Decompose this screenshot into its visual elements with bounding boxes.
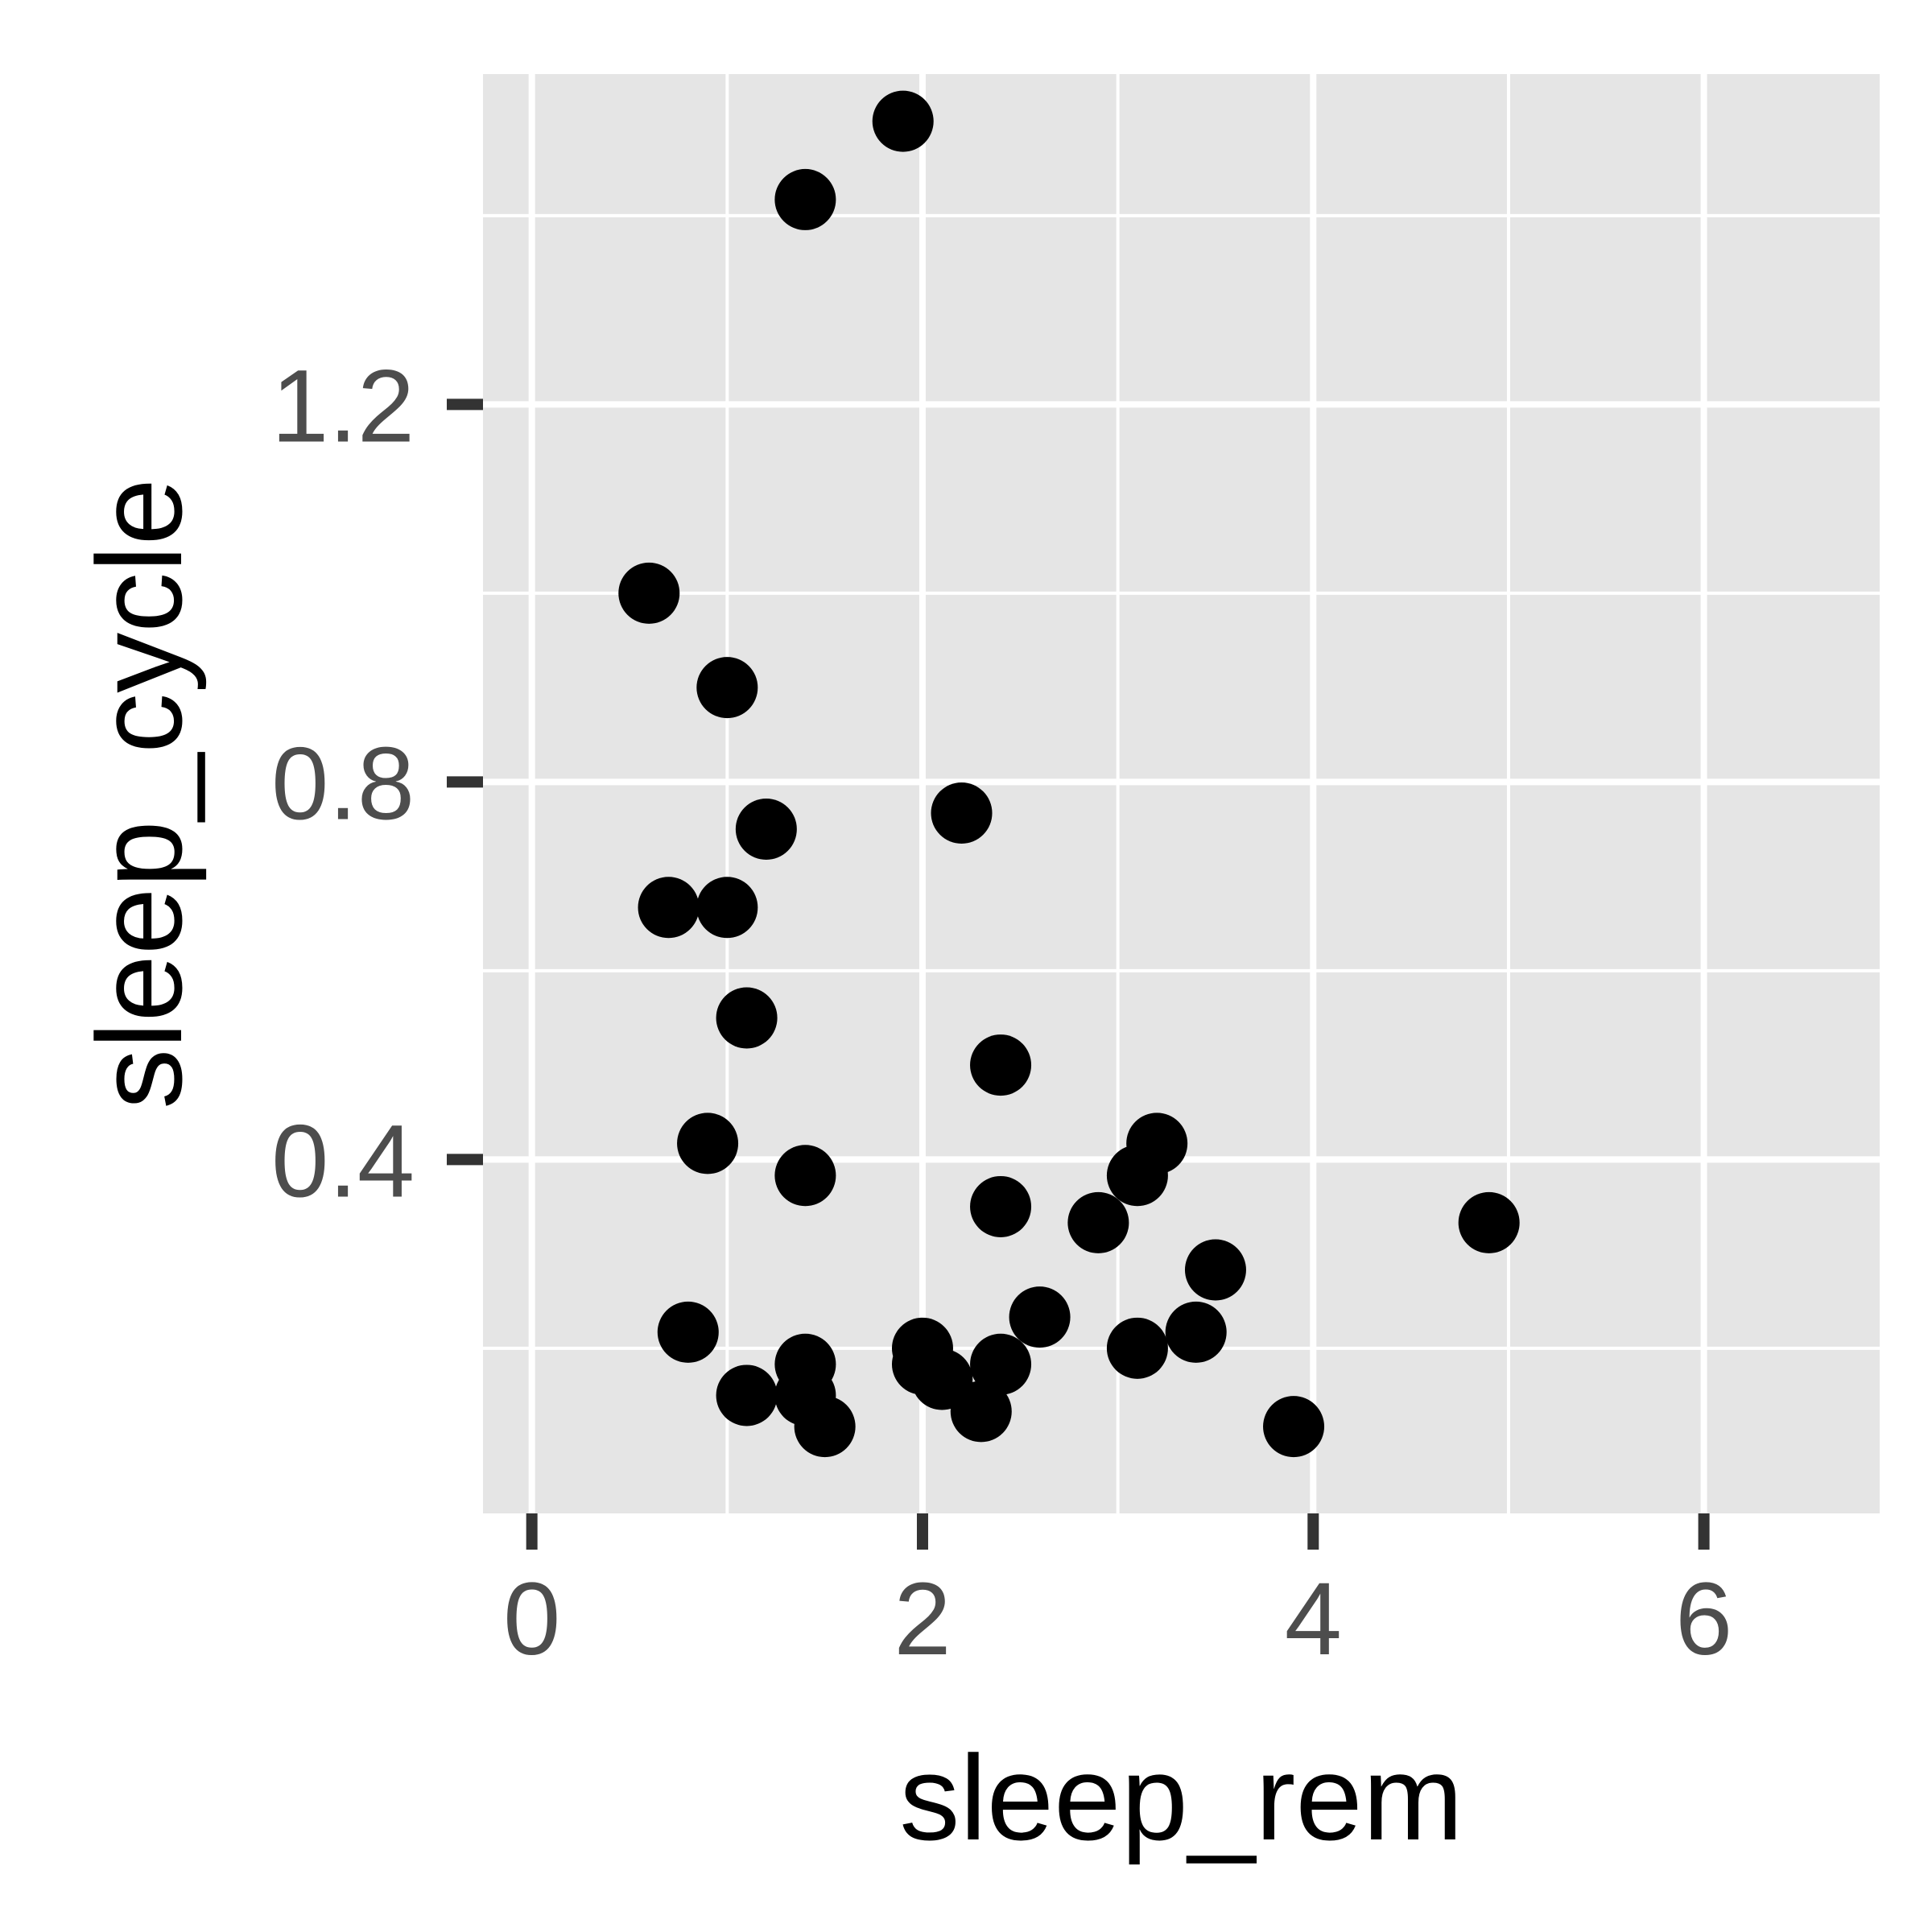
data-point [716,1364,778,1426]
data-point [716,987,778,1049]
data-point [677,1113,739,1174]
data-point [1106,1145,1168,1207]
data-point [696,657,758,719]
data-point [1067,1191,1129,1253]
data-point [618,562,680,624]
y-tick-label: 0.4 [271,1104,415,1219]
data-point [970,1034,1032,1096]
data-point [696,877,758,939]
plot-panel [483,74,1880,1513]
data-point [1458,1191,1520,1253]
data-point [774,168,836,230]
data-point [970,1333,1032,1395]
y-axis-title: sleep_cycle [72,478,207,1109]
x-tick-label: 0 [503,1562,560,1677]
axis-ticks: 0 2 4 6 0.4 0.8 1.2 [271,349,1732,1677]
y-tick-label: 0.8 [271,726,415,841]
data-point [638,877,700,939]
data-point [950,1381,1012,1443]
x-axis-title: sleep_rem [899,1730,1463,1865]
data-point [931,782,993,844]
x-tick-label: 6 [1675,1562,1732,1677]
data-point [794,1396,856,1458]
data-point [1009,1286,1071,1348]
data-point [657,1301,719,1363]
y-tick-label: 1.2 [271,349,415,464]
data-point [1263,1396,1325,1458]
data-point [735,798,797,860]
data-point [774,1145,836,1207]
data-points [618,90,1520,1458]
data-point [872,90,934,152]
data-point [970,1175,1032,1237]
data-point [1106,1317,1168,1379]
x-tick-label: 2 [894,1562,951,1677]
data-point [1184,1239,1246,1301]
x-tick-label: 4 [1285,1562,1342,1677]
data-point [1165,1301,1227,1363]
